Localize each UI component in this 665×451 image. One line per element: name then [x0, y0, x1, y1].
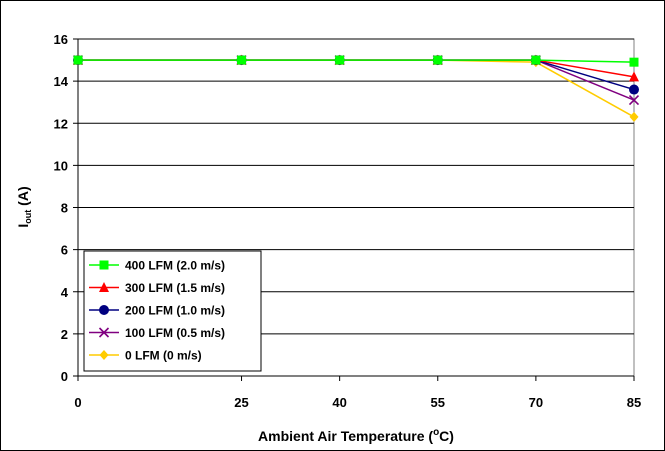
y-tick-label: 4 — [61, 285, 69, 300]
data-point-400-lfm — [335, 55, 345, 65]
x-tick-label: 40 — [332, 395, 346, 410]
legend-item-400-lfm: 400 LFM (2.0 m/s) — [89, 259, 225, 273]
legend-label-300-lfm: 300 LFM (1.5 m/s) — [125, 281, 225, 295]
x-axis-title: Ambient Air Temperature (oC) — [258, 427, 454, 444]
y-tick-label: 6 — [61, 243, 68, 258]
legend-box — [83, 250, 262, 372]
y-tick-label: 12 — [54, 116, 68, 131]
legend-item-200-lfm: 200 LFM (1.0 m/s) — [89, 304, 225, 318]
series-layer — [72, 54, 640, 122]
legend-marker-300-lfm — [99, 282, 109, 292]
x-tick-label: 55 — [431, 395, 445, 410]
legend-item-100-lfm: 100 LFM (0.5 m/s) — [89, 326, 225, 340]
y-tick-label: 10 — [54, 158, 68, 173]
series-line-400-lfm — [78, 59, 635, 63]
y-tick-label: 2 — [61, 327, 68, 342]
legend-item-0-lfm: 0 LFM (0 m/s) — [89, 349, 202, 363]
y-tick-label: 16 — [54, 32, 68, 47]
y-tick-label: 0 — [61, 369, 68, 384]
legend-marker-100-lfm — [98, 327, 110, 338]
data-point-400-lfm — [433, 55, 443, 65]
legend-label-200-lfm: 200 LFM (1.0 m/s) — [125, 304, 225, 318]
legend-item-300-lfm: 300 LFM (1.5 m/s) — [89, 281, 225, 295]
legend: 400 LFM (2.0 m/s) 300 LFM (1.5 m/s) 200 LF… — [83, 250, 262, 372]
legend-marker-0-lfm — [99, 350, 109, 360]
legend-label-100-lfm: 100 LFM (0.5 m/s) — [125, 326, 225, 340]
data-point-400-lfm — [629, 57, 639, 67]
series-400-lfm — [73, 55, 639, 67]
x-tick-label: 0 — [74, 395, 81, 410]
data-point-400-lfm — [531, 55, 541, 65]
data-point-300-lfm — [629, 71, 639, 82]
axes: 0 2 4 6 8 10 12 14 16 0 25 40 55 70 85 — [54, 32, 642, 410]
x-tick-label: 85 — [627, 395, 641, 410]
y-axis-title: Iout (A) — [15, 186, 33, 227]
data-point-400-lfm — [73, 55, 83, 65]
legend-marker-400-lfm — [99, 260, 109, 270]
data-point-200-lfm — [629, 84, 639, 95]
legend-marker-200-lfm — [99, 305, 109, 315]
data-point-100-lfm — [628, 95, 640, 106]
data-point-0-lfm — [629, 111, 639, 122]
data-point-400-lfm — [237, 55, 247, 65]
legend-label-400-lfm: 400 LFM (2.0 m/s) — [125, 259, 225, 273]
x-tick-label: 25 — [234, 395, 248, 410]
y-tick-label: 14 — [54, 74, 69, 89]
legend-label-0-lfm: 0 LFM (0 m/s) — [125, 349, 202, 363]
x-tick-label: 70 — [529, 395, 543, 410]
y-tick-label: 8 — [61, 201, 68, 216]
